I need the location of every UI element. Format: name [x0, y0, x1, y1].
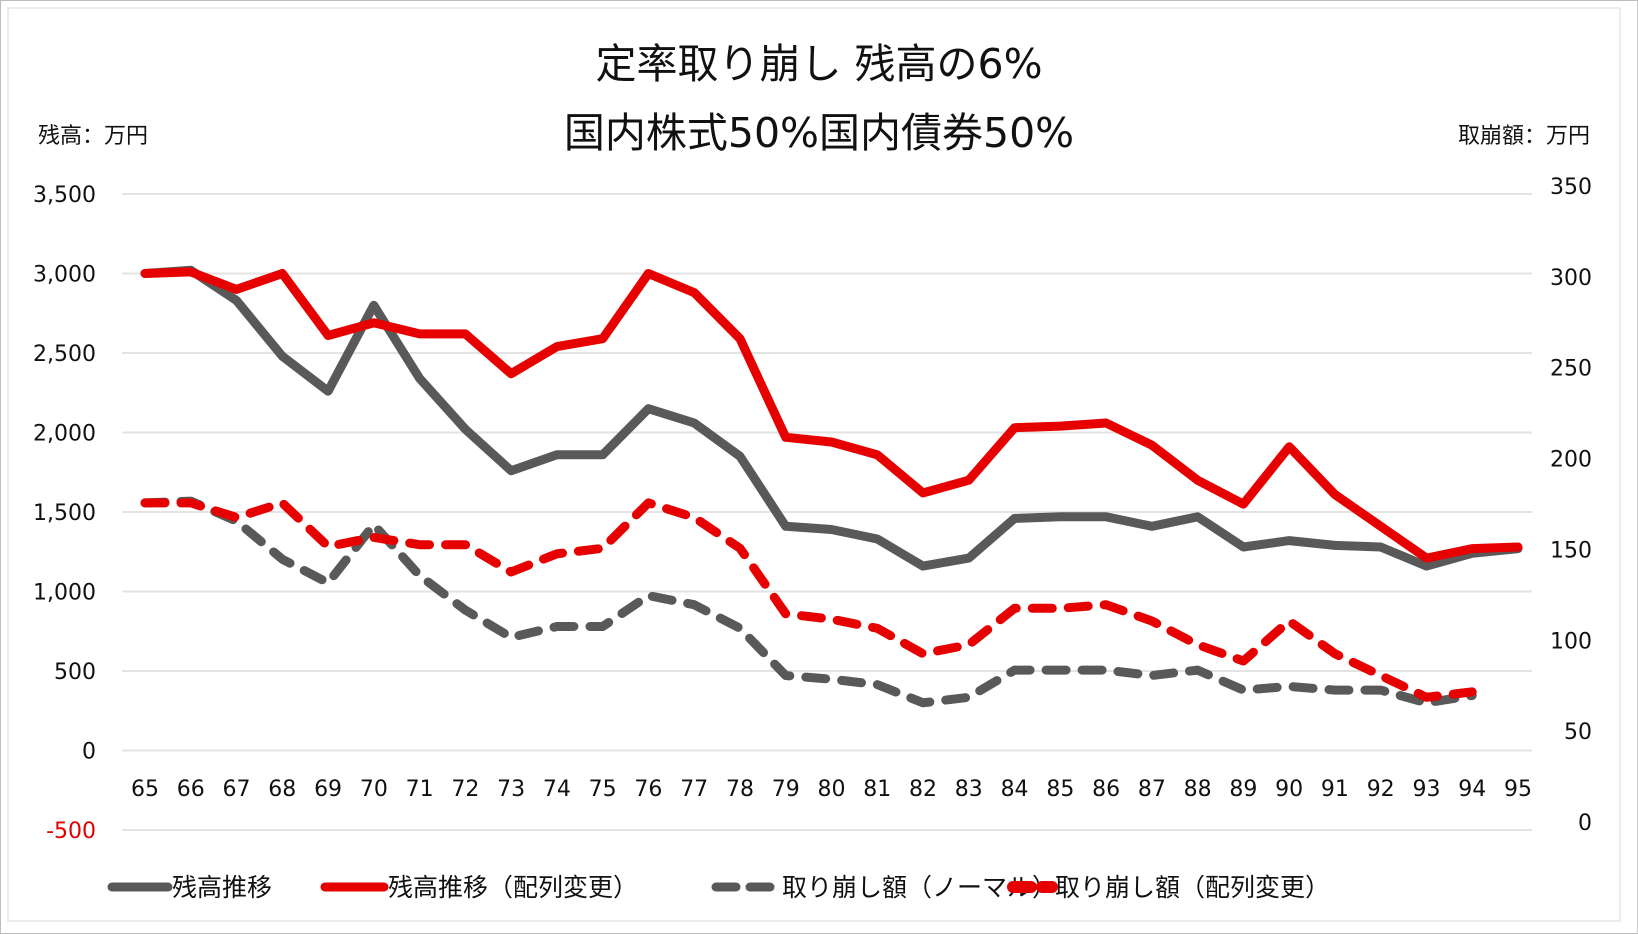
series-line-1 [140, 267, 1523, 563]
x-tick-label: 85 [1046, 777, 1074, 802]
x-tick-label: 83 [955, 777, 983, 802]
y-axis-right-label: 取崩額：万円 [1458, 124, 1590, 149]
legend-label: 残高推移（配列変更） [388, 873, 638, 902]
x-tick-label: 92 [1367, 777, 1395, 802]
chart-frame-inner [7, 7, 1621, 922]
x-tick-label: 90 [1275, 777, 1303, 802]
y-tick-label: 0 [82, 740, 96, 765]
series-line-2 [140, 496, 1477, 708]
gridlines [122, 193, 1532, 831]
x-tick-label: 66 [177, 777, 205, 802]
x-tick-label: 86 [1092, 777, 1120, 802]
legend-item-withdrawal-normal[interactable]: 取り崩し額（ノーマル） [711, 873, 1057, 902]
y2-tick-label: 300 [1550, 266, 1592, 291]
series-line-3 [140, 498, 1477, 702]
y2-tick-label: 50 [1564, 720, 1592, 745]
x-tick-label: 94 [1458, 777, 1486, 802]
x-tick-label: 65 [131, 777, 159, 802]
x-tick-label: 87 [1138, 777, 1166, 802]
x-tick-label: 95 [1504, 777, 1532, 802]
legend-label: 取り崩し額（配列変更） [1055, 873, 1330, 902]
y-axis-right-ticks: 350 300 250 200 150 100 50 0 [1550, 175, 1592, 836]
legend-item-withdrawal-rearranged[interactable]: 取り崩し額（配列変更） [1007, 873, 1330, 902]
series-lines [140, 265, 1523, 708]
y-tick-label: 2,000 [33, 422, 96, 447]
x-tick-label: 75 [589, 777, 617, 802]
y-tick-label: 1,500 [33, 501, 96, 526]
x-tick-label: 93 [1412, 777, 1440, 802]
x-tick-label: 70 [360, 777, 388, 802]
x-tick-label: 80 [818, 777, 846, 802]
y-tick-label: 500 [54, 660, 96, 685]
x-tick-label: 74 [543, 777, 571, 802]
x-tick-label: 77 [680, 777, 708, 802]
legend-item-balance-rearranged[interactable]: 残高推移（配列変更） [320, 873, 638, 902]
series-line-0 [140, 265, 1523, 571]
y-tick-label: -500 [46, 819, 96, 844]
legend: 残高推移 残高推移（配列変更） 取り崩し額（ノーマル） 取り崩し額（配列変更） [107, 873, 1330, 902]
y2-tick-label: 0 [1578, 811, 1592, 836]
y2-tick-label: 100 [1550, 629, 1592, 654]
x-axis-ticks: 65 66 67 68 69 70 71 72 73 74 75 76 77 78 79 80 81 82 83 84… [131, 777, 1532, 802]
y-axis-left-label: 残高：万円 [38, 124, 148, 149]
x-tick-label: 72 [451, 777, 479, 802]
x-tick-label: 76 [634, 777, 662, 802]
x-tick-label: 82 [909, 777, 937, 802]
x-tick-label: 81 [863, 777, 891, 802]
y2-tick-label: 200 [1550, 448, 1592, 473]
x-tick-label: 79 [772, 777, 800, 802]
y-axis-left-ticks: 3,500 3,000 2,500 2,000 1,500 1,000 500 0 -500 [33, 183, 96, 844]
x-tick-label: 73 [497, 777, 525, 802]
y2-tick-label: 150 [1550, 538, 1592, 563]
legend-label: 残高推移 [172, 873, 272, 902]
y-tick-label: 3,000 [33, 263, 96, 288]
legend-item-balance-normal[interactable]: 残高推移 [107, 873, 272, 902]
y-tick-label: 1,000 [33, 581, 96, 606]
chart-title-line-1: 定率取り崩し 残高の6% [595, 40, 1042, 88]
x-tick-label: 88 [1184, 777, 1212, 802]
x-tick-label: 91 [1321, 777, 1349, 802]
y-tick-label: 2,500 [33, 342, 96, 367]
x-tick-label: 68 [268, 777, 296, 802]
y2-tick-label: 250 [1550, 357, 1592, 382]
chart-title-line-2: 国内株式50%国内債券50% [564, 109, 1074, 157]
y-tick-label: 3,500 [33, 183, 96, 208]
x-tick-label: 71 [406, 777, 434, 802]
x-tick-label: 69 [314, 777, 342, 802]
x-tick-label: 78 [726, 777, 754, 802]
y2-tick-label: 350 [1550, 175, 1592, 200]
x-tick-label: 89 [1229, 777, 1257, 802]
x-tick-label: 84 [1001, 777, 1029, 802]
x-tick-label: 67 [223, 777, 251, 802]
